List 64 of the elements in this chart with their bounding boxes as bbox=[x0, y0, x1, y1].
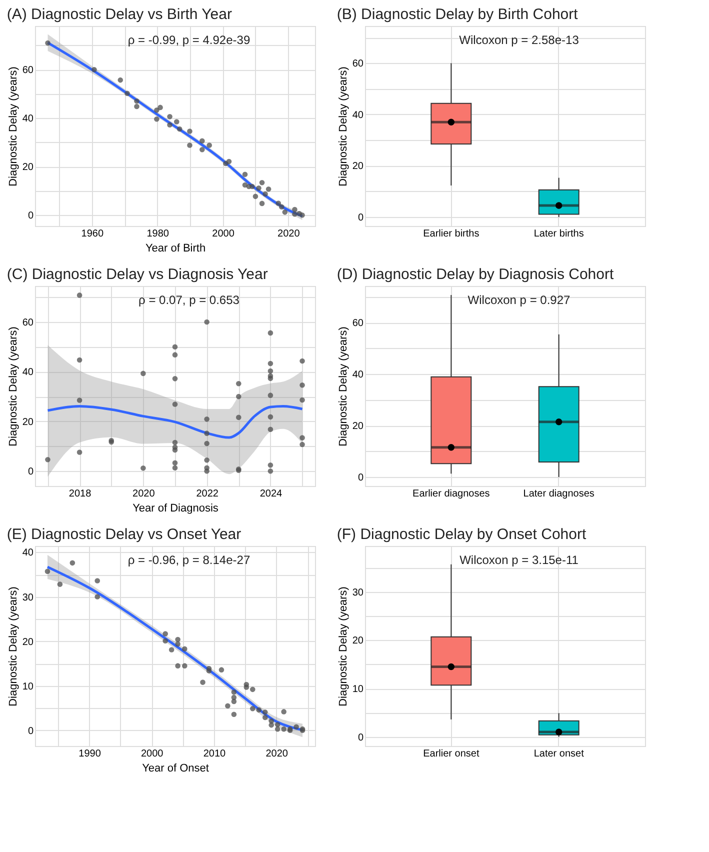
x-tick-label: 2018 bbox=[68, 488, 92, 500]
x-tick-label: 2000 bbox=[212, 228, 235, 240]
x-tick-label: 2024 bbox=[260, 488, 283, 500]
x-tick-label: Earlier diagnoses bbox=[412, 488, 490, 500]
annotation: ρ = -0.99, p = 4.92e-39 bbox=[128, 33, 250, 47]
x-tick-label: 1980 bbox=[146, 228, 170, 240]
annotation: Wilcoxon p = 2.58e-13 bbox=[459, 33, 580, 47]
y-tick-label: 10 bbox=[22, 681, 34, 692]
y-axis-title: Diagnostic Delay (years) bbox=[7, 586, 20, 706]
y-tick-label: 40 bbox=[22, 114, 34, 125]
annotation: Wilcoxon p = 3.15e-11 bbox=[460, 553, 579, 567]
y-axis-title: Diagnostic Delay (years) bbox=[337, 326, 350, 446]
y-tick-label: 10 bbox=[352, 684, 364, 696]
y-axis-title: Diagnostic Delay (years) bbox=[337, 66, 350, 186]
y-tick-label: 20 bbox=[352, 161, 364, 172]
x-tick-label: 1960 bbox=[81, 228, 104, 240]
y-tick-label: 0 bbox=[358, 212, 364, 224]
chart-title: (A) Diagnostic Delay vs Birth Year bbox=[6, 6, 232, 23]
y-tick-label: 60 bbox=[352, 318, 364, 330]
y-tick-label: 60 bbox=[22, 65, 34, 76]
x-axis-title: Year of Birth bbox=[145, 242, 206, 254]
y-tick-label: 40 bbox=[352, 110, 364, 121]
chart-title: (E) Diagnostic Delay vs Onset Year bbox=[6, 526, 242, 543]
y-tick-label: 60 bbox=[22, 318, 34, 329]
x-axis-title: Year of Onset bbox=[142, 762, 209, 774]
y-tick-label: 0 bbox=[28, 726, 34, 737]
y-tick-label: 0 bbox=[28, 466, 34, 478]
annotation: Wilcoxon p = 0.927 bbox=[468, 293, 571, 307]
y-tick-label: 30 bbox=[22, 592, 34, 604]
y-tick-label: 0 bbox=[28, 210, 34, 222]
y-axis-title: Diagnostic Delay (years) bbox=[337, 586, 350, 706]
x-tick-label: Later diagnoses bbox=[523, 488, 594, 500]
x-tick-label: 2020 bbox=[266, 748, 288, 760]
y-tick-label: 0 bbox=[358, 732, 364, 744]
annotation: ρ = -0.96, p = 8.14e-27 bbox=[128, 553, 250, 567]
chart-title: (F) Diagnostic Delay by Onset Cohort bbox=[336, 526, 587, 543]
x-tick-label: 2000 bbox=[140, 748, 164, 760]
x-tick-label: 1990 bbox=[78, 748, 102, 760]
x-tick-label: 2020 bbox=[132, 488, 156, 500]
x-tick-label: Later births bbox=[534, 228, 584, 240]
x-axis-title: Year of Diagnosis bbox=[132, 502, 219, 514]
y-tick-label: 20 bbox=[22, 636, 34, 648]
annotation: ρ = 0.07, p = 0.653 bbox=[138, 293, 240, 307]
chart-title: (B) Diagnostic Delay by Birth Cohort bbox=[336, 6, 579, 23]
chart-title: (C) Diagnostic Delay vs Diagnosis Year bbox=[6, 266, 268, 283]
y-tick-label: 20 bbox=[22, 162, 34, 174]
y-tick-label: 60 bbox=[352, 58, 364, 70]
y-tick-label: 40 bbox=[22, 548, 34, 559]
x-tick-label: Earlier onset bbox=[423, 748, 480, 760]
x-tick-label: 2022 bbox=[196, 488, 219, 500]
y-tick-label: 20 bbox=[22, 416, 34, 428]
y-tick-label: 20 bbox=[352, 636, 364, 647]
chart-title: (D) Diagnostic Delay by Diagnosis Cohort bbox=[336, 266, 614, 283]
y-tick-label: 20 bbox=[352, 421, 364, 432]
y-tick-label: 40 bbox=[22, 367, 34, 378]
y-tick-label: 40 bbox=[352, 370, 364, 381]
x-tick-label: 2010 bbox=[203, 748, 226, 760]
x-tick-label: Later onset bbox=[534, 748, 584, 760]
y-axis-title: Diagnostic Delay (years) bbox=[7, 326, 20, 446]
x-tick-label: 2020 bbox=[278, 228, 300, 240]
y-axis-title: Diagnostic Delay (years) bbox=[7, 66, 20, 186]
y-tick-label: 0 bbox=[358, 472, 364, 484]
x-tick-label: Earlier births bbox=[423, 228, 480, 240]
y-tick-label: 30 bbox=[352, 587, 364, 598]
